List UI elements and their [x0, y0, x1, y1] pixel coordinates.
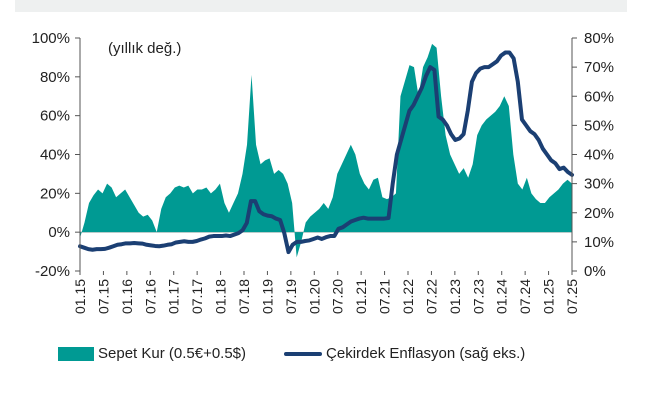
chart-svg: 100% 80% 60% 40% 20% 0% -20% 80% 70% 60% 50% 40% 30…: [32, 30, 614, 314]
x-tick-label: 01.21: [353, 279, 369, 314]
left-tick-label: 60%: [40, 108, 70, 125]
right-tick-label: 50%: [584, 117, 614, 134]
x-tick-label: 01.23: [447, 279, 463, 314]
x-tick-label: 07.23: [470, 279, 486, 314]
x-tick-label: 07.25: [564, 279, 580, 314]
x-tick-label: 01.19: [259, 279, 275, 314]
x-tick-label: 07.24: [517, 279, 533, 314]
x-tick-label: 07.22: [423, 279, 439, 314]
right-tick-label: 0%: [584, 263, 606, 280]
right-axis-ticks: 80% 70% 60% 50% 40% 30% 20% 10% 0%: [572, 30, 614, 280]
x-axis-ticks: 01.15 07.15 01.16 07.16 01.17 07.17 01.18 07.18…: [72, 271, 580, 314]
x-tick-label: 07.16: [142, 279, 158, 314]
legend-item-sepet-kur: Sepet Kur (0.5€+0.5$): [58, 345, 246, 362]
legend-item-cekirdek: Çekirdek Enflasyon (sağ eks.): [246, 345, 525, 362]
right-tick-label: 30%: [584, 176, 614, 193]
left-tick-label: 40%: [40, 147, 70, 164]
left-axis-ticks: 100% 80% 60% 40% 20% 0% -20%: [32, 30, 80, 280]
x-tick-label: 07.19: [283, 279, 299, 314]
x-tick-label: 01.17: [166, 279, 182, 314]
legend-label-sepet-kur: Sepet Kur (0.5€+0.5$): [98, 345, 247, 362]
top-strip: [15, 0, 627, 12]
right-tick-label: 70%: [584, 59, 614, 76]
cekirdek-enflasyon-line: [78, 50, 574, 255]
x-tick-label: 07.15: [95, 279, 111, 314]
x-tick-label: 01.16: [119, 279, 135, 314]
x-tick-label: 01.15: [72, 279, 88, 314]
right-tick-label: 40%: [584, 147, 614, 164]
legend-swatch-area: [58, 346, 94, 361]
x-tick-label: 01.24: [494, 279, 510, 314]
x-tick-label: 07.17: [189, 279, 205, 314]
left-tick-label: 100%: [32, 30, 70, 47]
left-tick-label: -20%: [35, 263, 70, 280]
legend-label-cekirdek: Çekirdek Enflasyon (sağ eks.): [326, 345, 526, 362]
right-tick-label: 20%: [584, 205, 614, 222]
left-tick-label: 20%: [40, 185, 70, 202]
sepet-kur-area: [80, 43, 572, 258]
chart-annotation: (yıllık değ.): [108, 40, 181, 57]
x-tick-label: 07.20: [330, 279, 346, 314]
left-tick-label: 80%: [40, 69, 70, 86]
x-tick-label: 01.22: [400, 279, 416, 314]
left-tick-label: 0%: [48, 224, 70, 241]
right-tick-label: 60%: [584, 88, 614, 105]
x-tick-label: 01.20: [306, 279, 322, 314]
x-tick-label: 07.21: [377, 279, 393, 314]
x-tick-label: 01.25: [541, 279, 557, 314]
x-tick-label: 01.18: [213, 279, 229, 314]
x-tick-label: 07.18: [236, 279, 252, 314]
right-tick-label: 80%: [584, 30, 614, 47]
right-tick-label: 10%: [584, 234, 614, 251]
legend-swatch-line: [284, 351, 323, 356]
legend: Sepet Kur (0.5€+0.5$) Çekirdek Enflasyon…: [58, 345, 525, 362]
